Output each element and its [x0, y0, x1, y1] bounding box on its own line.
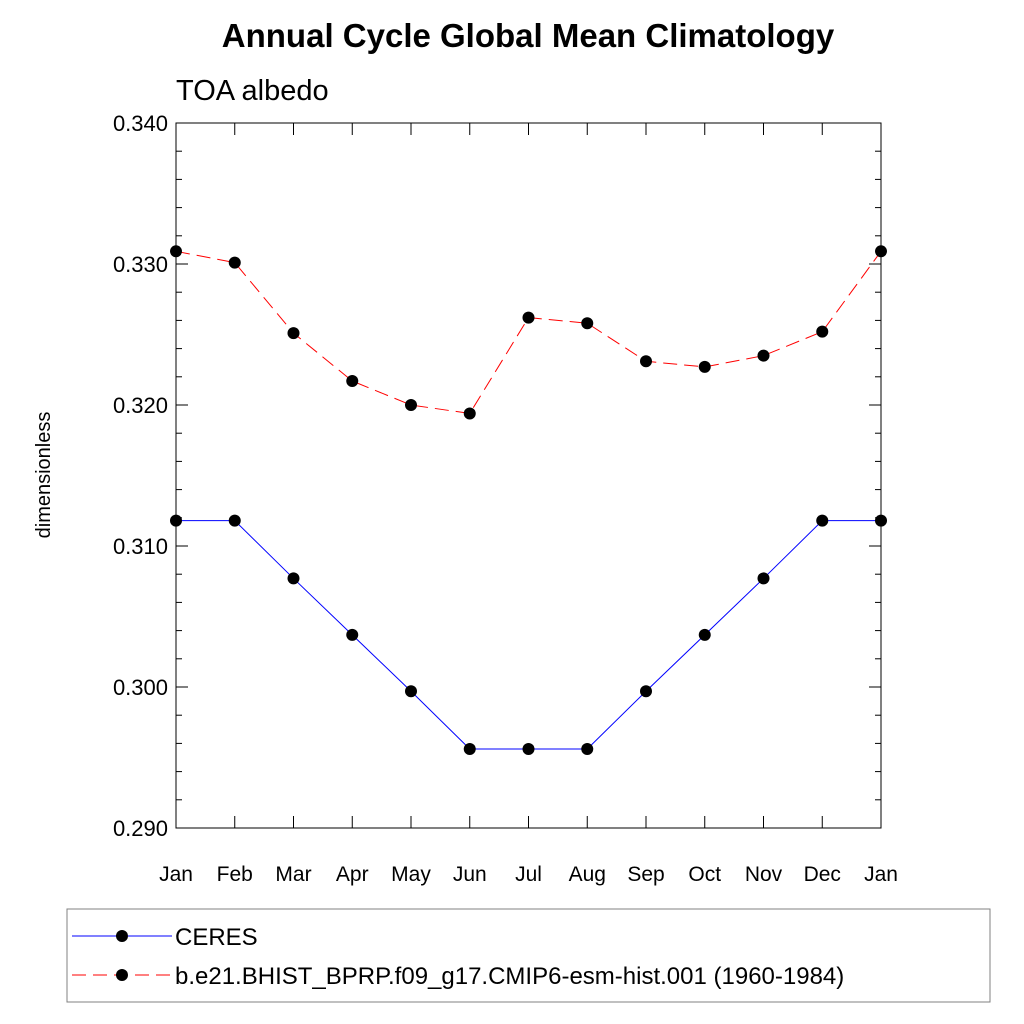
- series-1-point: [581, 317, 594, 330]
- series-1-point: [228, 256, 241, 269]
- x-tick-label: Mar: [275, 863, 311, 886]
- series-0-point: [757, 572, 770, 585]
- x-tick-label: Aug: [569, 863, 606, 886]
- series-0-point: [640, 685, 652, 698]
- series-line-0: [176, 520, 881, 750]
- y-tick-label: 0.320: [113, 393, 168, 418]
- series-1-point: [875, 245, 887, 258]
- legend-box: [66, 908, 991, 1003]
- x-tick-label: May: [391, 863, 431, 886]
- y-tick-label: 0.340: [113, 111, 168, 136]
- x-tick-label: Jan: [159, 863, 193, 886]
- x-tick-label: Oct: [688, 863, 721, 886]
- legend-marker-ceres: [116, 930, 128, 942]
- x-tick-label: Jul: [515, 863, 542, 886]
- x-tick-label: Nov: [745, 863, 783, 886]
- y-tick-label: 0.330: [113, 252, 168, 277]
- series-0-point: [287, 572, 300, 585]
- legend-label-model: b.e21.BHIST_BPRP.f09_g17.CMIP6-esm-hist.…: [175, 963, 844, 990]
- legend-label-ceres: CERES: [175, 924, 258, 951]
- series-0-point: [522, 743, 535, 756]
- series-0-point: [698, 628, 711, 641]
- series-0-point: [875, 514, 887, 527]
- series-0-point: [170, 514, 182, 527]
- y-tick-label: 0.300: [113, 675, 168, 700]
- series-1-point: [170, 245, 182, 258]
- x-tick-label: Apr: [336, 863, 369, 886]
- x-tick-label: Jun: [453, 863, 487, 886]
- plot-area: Jan Feb Mar Apr May Jun Jul Aug Sep Oct Nov Dec Jan 0…: [113, 111, 898, 886]
- plot-frame: [175, 122, 882, 829]
- series-1-point: [405, 399, 417, 411]
- legend: CERES b.e21.BHIST_BPRP.f09_g17.CMIP6-esm…: [66, 908, 991, 1003]
- legend-marker-model: [116, 969, 128, 981]
- chart-subtitle: TOA albedo: [176, 75, 329, 107]
- series-1-point: [463, 407, 476, 420]
- series-0-point: [816, 514, 829, 527]
- series-1-point: [346, 375, 359, 388]
- y-tick-label: 0.310: [113, 534, 168, 559]
- series-1-point: [757, 349, 770, 362]
- series-1-point: [816, 325, 829, 338]
- series-0-point: [581, 743, 594, 756]
- series-1-point: [287, 327, 300, 340]
- series-0-point: [405, 685, 417, 698]
- series-1-point: [640, 355, 652, 368]
- x-tick-label: Feb: [217, 863, 253, 886]
- chart-title: Annual Cycle Global Mean Climatology: [222, 17, 835, 54]
- y-tick-label: 0.290: [113, 816, 168, 841]
- series-0-point: [228, 514, 241, 527]
- x-tick-label: Sep: [627, 863, 664, 886]
- series-1-point: [522, 311, 535, 324]
- x-tick-label: Dec: [804, 863, 841, 886]
- y-axis-label: dimensionless: [33, 412, 55, 539]
- x-tick-label: Jan: [864, 863, 898, 886]
- series-line-1: [175, 250, 882, 415]
- series-0-point: [346, 628, 359, 641]
- series-1-point: [698, 360, 711, 373]
- series-0-point: [463, 743, 476, 756]
